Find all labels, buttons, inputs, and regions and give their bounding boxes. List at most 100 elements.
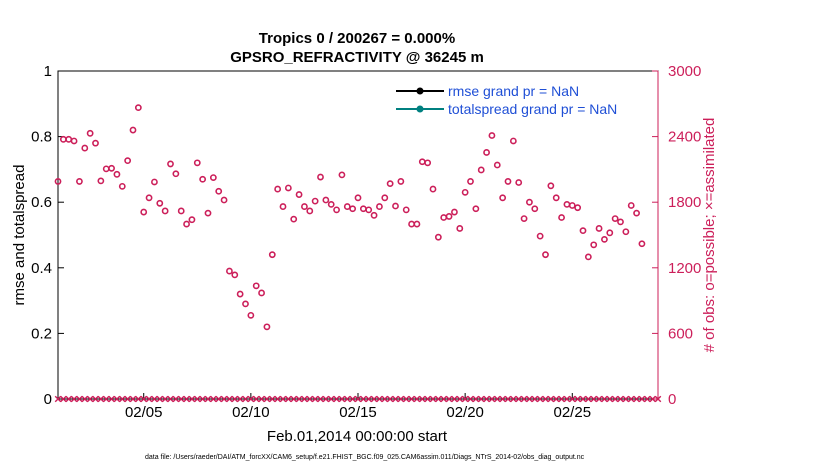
possible-obs-point xyxy=(151,178,158,186)
possible-obs-point xyxy=(456,225,464,232)
possible-obs-point xyxy=(145,194,153,202)
possible-obs-point xyxy=(488,132,496,139)
possible-obs-point xyxy=(268,251,276,259)
assimilated-obs-point xyxy=(510,395,517,403)
assimilated-obs-point xyxy=(258,395,265,403)
possible-obs-point xyxy=(134,104,142,112)
assimilated-obs-point xyxy=(542,395,549,403)
assimilated-obs-point xyxy=(343,395,351,403)
possible-obs-point xyxy=(349,205,357,213)
assimilated-obs-point xyxy=(183,395,190,403)
assimilated-obs-point xyxy=(65,395,73,403)
possible-obs-point xyxy=(199,175,207,183)
chart-title-line1: Tropics 0 / 200267 = 0.000% xyxy=(259,30,455,47)
possible-obs-point xyxy=(343,203,351,210)
plot-area xyxy=(57,70,659,400)
assimilated-obs-point xyxy=(92,395,99,403)
possible-obs-point xyxy=(172,170,180,178)
assimilated-obs-point xyxy=(268,395,276,403)
possible-obs-point xyxy=(252,282,260,290)
assimilated-obs-point xyxy=(392,395,399,403)
assimilated-obs-point xyxy=(349,395,356,403)
possible-obs-point xyxy=(97,177,105,185)
possible-obs-point xyxy=(483,149,490,156)
assimilated-obs-point xyxy=(649,395,656,403)
assimilated-obs-point xyxy=(590,395,598,403)
right-y-tick-label: 3000 xyxy=(668,63,701,80)
possible-obs-point xyxy=(434,233,442,241)
assimilated-obs-point xyxy=(627,395,635,403)
possible-obs-point xyxy=(579,227,587,235)
possible-obs-point xyxy=(129,126,137,134)
assimilated-obs-point xyxy=(231,395,239,403)
possible-obs-point xyxy=(193,159,201,167)
possible-obs-point xyxy=(584,253,592,261)
assimilated-obs-point xyxy=(113,395,121,403)
assimilated-obs-point xyxy=(617,395,624,403)
assimilated-obs-point xyxy=(118,395,126,403)
y-axis-label-left: rmse and totalspread xyxy=(11,165,28,306)
right-y-tick-label: 600 xyxy=(668,325,693,342)
possible-obs-series xyxy=(54,104,646,331)
x-tick-label: 02/05 xyxy=(125,404,163,421)
possible-obs-point xyxy=(477,166,485,174)
x-tick-label: 02/10 xyxy=(232,404,270,421)
possible-obs-point xyxy=(258,289,265,297)
assimilated-obs-point xyxy=(461,395,469,403)
assimilated-obs-point xyxy=(585,395,592,403)
possible-obs-point xyxy=(327,200,335,208)
assimilated-obs-point xyxy=(327,395,335,403)
possible-obs-point xyxy=(542,251,549,259)
assimilated-obs-point xyxy=(81,395,89,403)
left-y-axis: 0 0.2 0.4 0.6 0.8 1 xyxy=(31,63,64,408)
possible-obs-point xyxy=(295,191,303,198)
assimilated-obs-point xyxy=(536,395,544,403)
assimilated-obs-point xyxy=(418,395,426,403)
possible-obs-point xyxy=(188,216,196,224)
possible-obs-point xyxy=(247,311,255,319)
assimilated-obs-point xyxy=(317,395,324,403)
possible-obs-point xyxy=(242,300,249,308)
possible-obs-point xyxy=(606,229,614,237)
possible-obs-point xyxy=(76,178,83,185)
possible-obs-point xyxy=(622,228,630,236)
assimilated-obs-point xyxy=(102,395,110,403)
possible-obs-point xyxy=(590,241,598,249)
assimilated-obs-point xyxy=(167,395,174,403)
left-y-tick-label: 1 xyxy=(44,63,52,80)
possible-obs-point xyxy=(633,209,640,217)
possible-obs-point xyxy=(226,267,233,275)
assimilated-obs-point xyxy=(311,395,319,403)
assimilated-obs-point xyxy=(654,395,662,403)
possible-obs-point xyxy=(504,178,512,185)
assimilated-obs-point xyxy=(285,395,292,403)
possible-obs-point xyxy=(376,203,383,210)
possible-obs-point xyxy=(638,240,646,248)
assimilated-obs-point xyxy=(145,395,153,403)
assimilated-obs-point xyxy=(386,395,394,403)
assimilated-obs-point xyxy=(86,395,94,403)
assimilated-obs-point xyxy=(140,395,148,403)
assimilated-obs-point xyxy=(376,395,383,403)
assimilated-obs-point xyxy=(467,395,474,403)
possible-obs-point xyxy=(595,225,603,232)
assimilated-obs-point xyxy=(424,395,431,403)
legend-spread-marker xyxy=(416,105,424,113)
left-y-tick-label: 0 xyxy=(44,391,52,408)
assimilated-obs-point xyxy=(622,395,630,403)
assimilated-obs-point xyxy=(279,395,287,403)
possible-obs-point xyxy=(113,170,121,178)
possible-obs-point xyxy=(467,178,474,185)
y-axis-label-right: # of obs: o=possible; ×=assimilated xyxy=(701,118,718,353)
possible-obs-point xyxy=(386,180,394,188)
assimilated-obs-point xyxy=(97,395,105,403)
assimilated-obs-point xyxy=(60,395,67,403)
assimilated-obs-point xyxy=(568,395,576,403)
assimilated-obs-point xyxy=(595,395,603,403)
assimilated-obs-point xyxy=(633,395,640,403)
possible-obs-point xyxy=(509,137,517,145)
assimilated-obs-point xyxy=(290,395,298,403)
assimilated-obs-point xyxy=(504,395,512,403)
assimilated-obs-point xyxy=(76,395,83,403)
